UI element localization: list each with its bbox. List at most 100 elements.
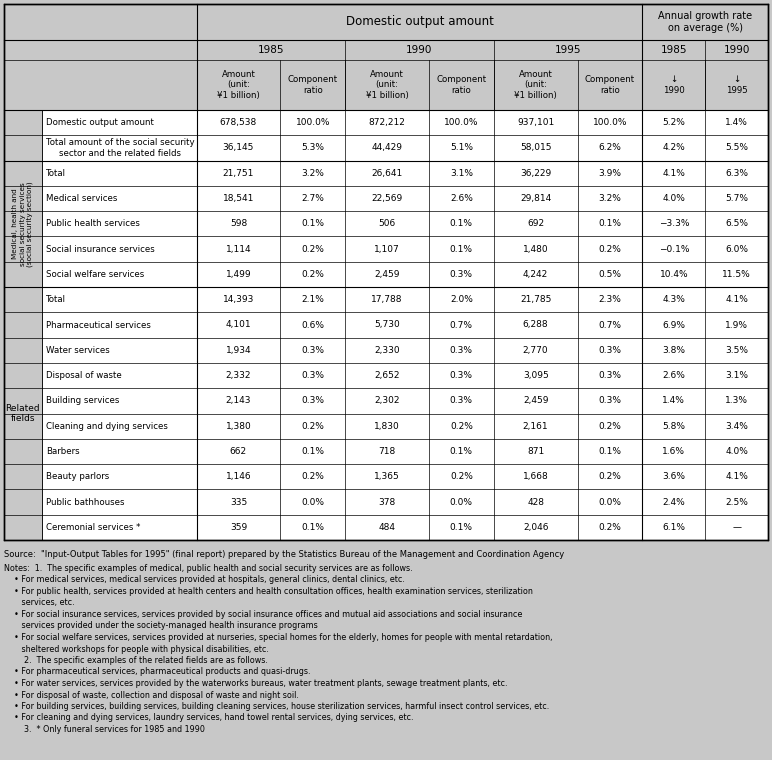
Bar bbox=[4, 211, 42, 236]
Text: 2,046: 2,046 bbox=[523, 523, 548, 532]
Text: • For disposal of waste, collection and disposal of waste and night soil.: • For disposal of waste, collection and … bbox=[4, 691, 299, 699]
Text: Notes:  1.  The specific examples of medical, public health and social security : Notes: 1. The specific examples of medic… bbox=[4, 564, 412, 573]
Bar bbox=[42, 439, 197, 464]
Text: 3.4%: 3.4% bbox=[725, 422, 748, 431]
Bar bbox=[642, 236, 705, 261]
Text: 0.1%: 0.1% bbox=[301, 447, 324, 456]
Text: 100.0%: 100.0% bbox=[296, 118, 330, 127]
Text: Disposal of waste: Disposal of waste bbox=[46, 371, 121, 380]
Bar bbox=[345, 40, 494, 60]
Bar bbox=[494, 287, 577, 312]
Bar bbox=[429, 363, 494, 388]
Bar bbox=[577, 312, 642, 337]
Bar bbox=[345, 312, 429, 337]
Bar bbox=[429, 439, 494, 464]
Text: • For medical services, medical services provided at hospitals, general clinics,: • For medical services, medical services… bbox=[4, 575, 405, 584]
Bar bbox=[577, 464, 642, 489]
Bar bbox=[42, 413, 197, 439]
Text: 2,302: 2,302 bbox=[374, 397, 400, 405]
Bar bbox=[345, 160, 429, 186]
Text: 58,015: 58,015 bbox=[520, 144, 551, 153]
Bar bbox=[280, 413, 345, 439]
Bar bbox=[280, 363, 345, 388]
Bar bbox=[577, 337, 642, 363]
Text: 5.2%: 5.2% bbox=[662, 118, 686, 127]
Bar bbox=[642, 337, 705, 363]
Bar bbox=[42, 211, 197, 236]
Bar bbox=[494, 60, 577, 110]
Bar bbox=[345, 110, 429, 135]
Text: 5.5%: 5.5% bbox=[725, 144, 748, 153]
Text: 0.0%: 0.0% bbox=[598, 498, 621, 507]
Text: 17,788: 17,788 bbox=[371, 295, 403, 304]
Bar bbox=[494, 312, 577, 337]
Bar bbox=[577, 236, 642, 261]
Bar bbox=[705, 236, 768, 261]
Bar bbox=[429, 186, 494, 211]
Bar bbox=[197, 60, 280, 110]
Bar bbox=[280, 515, 345, 540]
Bar bbox=[705, 489, 768, 515]
Text: 1.4%: 1.4% bbox=[662, 397, 686, 405]
Bar bbox=[345, 135, 429, 160]
Text: 4.0%: 4.0% bbox=[662, 194, 686, 203]
Bar bbox=[4, 413, 42, 439]
Text: 506: 506 bbox=[378, 220, 396, 228]
Text: 1,380: 1,380 bbox=[225, 422, 252, 431]
Bar bbox=[345, 413, 429, 439]
Bar bbox=[577, 160, 642, 186]
Bar bbox=[705, 60, 768, 110]
Bar bbox=[4, 135, 42, 160]
Bar bbox=[705, 135, 768, 160]
Bar bbox=[494, 388, 577, 413]
Text: 3.  * Only funeral services for 1985 and 1990: 3. * Only funeral services for 1985 and … bbox=[4, 725, 205, 734]
Bar bbox=[197, 388, 280, 413]
Text: 718: 718 bbox=[378, 447, 396, 456]
Bar bbox=[197, 4, 642, 40]
Text: 2,330: 2,330 bbox=[374, 346, 400, 355]
Text: 2.  The specific examples of the related fields are as follows.: 2. The specific examples of the related … bbox=[4, 656, 268, 665]
Text: • For social welfare services, services provided at nurseries, special homes for: • For social welfare services, services … bbox=[4, 633, 553, 642]
Bar bbox=[494, 261, 577, 287]
Bar bbox=[42, 489, 197, 515]
Bar bbox=[197, 236, 280, 261]
Bar bbox=[197, 439, 280, 464]
Text: Public health services: Public health services bbox=[46, 220, 140, 228]
Text: 6.1%: 6.1% bbox=[662, 523, 686, 532]
Bar bbox=[705, 515, 768, 540]
Text: 0.2%: 0.2% bbox=[450, 472, 472, 481]
Text: 0.0%: 0.0% bbox=[450, 498, 473, 507]
Text: 0.1%: 0.1% bbox=[450, 220, 473, 228]
Text: Component
ratio: Component ratio bbox=[436, 75, 486, 95]
Text: Medical, health and
social security services
(social security section): Medical, health and social security serv… bbox=[12, 181, 33, 267]
Bar bbox=[705, 40, 768, 60]
Bar bbox=[642, 261, 705, 287]
Bar bbox=[4, 363, 42, 388]
Text: 0.1%: 0.1% bbox=[598, 447, 621, 456]
Text: 0.3%: 0.3% bbox=[598, 371, 621, 380]
Bar bbox=[280, 439, 345, 464]
Text: 5,730: 5,730 bbox=[374, 321, 400, 330]
Bar bbox=[4, 287, 42, 312]
Text: 2.6%: 2.6% bbox=[450, 194, 472, 203]
Bar bbox=[642, 287, 705, 312]
Text: 6.2%: 6.2% bbox=[598, 144, 621, 153]
Text: 0.7%: 0.7% bbox=[450, 321, 473, 330]
Bar bbox=[494, 186, 577, 211]
Bar bbox=[577, 388, 642, 413]
Text: 3.1%: 3.1% bbox=[450, 169, 473, 178]
Bar bbox=[429, 337, 494, 363]
Text: 3.5%: 3.5% bbox=[725, 346, 748, 355]
Bar bbox=[197, 261, 280, 287]
Bar bbox=[642, 110, 705, 135]
Text: 3.6%: 3.6% bbox=[662, 472, 686, 481]
Bar bbox=[705, 287, 768, 312]
Text: 5.1%: 5.1% bbox=[450, 144, 473, 153]
Text: 3,095: 3,095 bbox=[523, 371, 549, 380]
Text: 4.1%: 4.1% bbox=[725, 295, 748, 304]
Text: 0.6%: 0.6% bbox=[301, 321, 324, 330]
Bar bbox=[577, 363, 642, 388]
Bar bbox=[4, 439, 42, 464]
Bar bbox=[345, 489, 429, 515]
Bar bbox=[4, 4, 197, 40]
